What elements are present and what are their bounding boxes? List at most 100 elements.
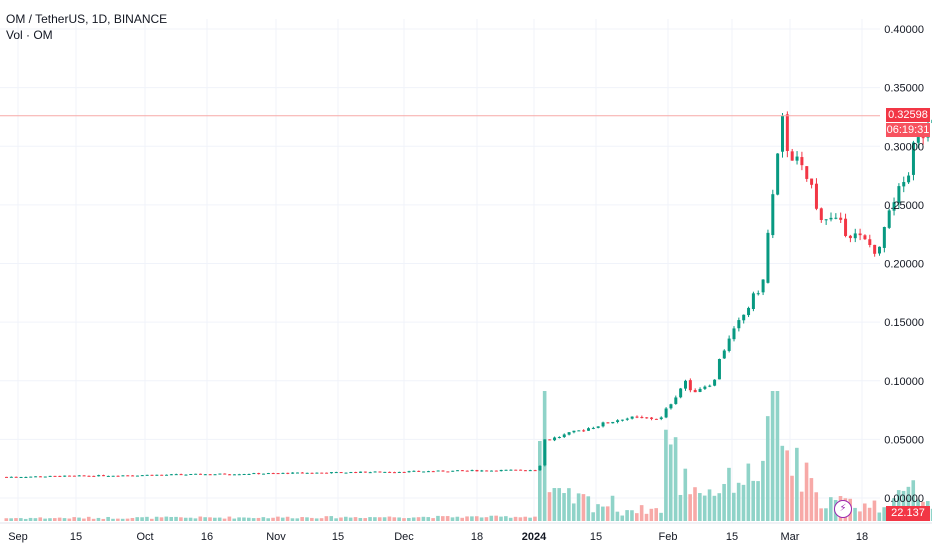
candle-body bbox=[717, 359, 721, 380]
candle-body bbox=[548, 439, 552, 441]
candle-body bbox=[742, 314, 746, 321]
volume-bar bbox=[591, 512, 595, 521]
volume-bar bbox=[460, 517, 464, 521]
symbol-legend[interactable]: OM / TetherUS, 1D, BINANCE bbox=[6, 12, 168, 26]
volume-bar bbox=[261, 517, 266, 521]
candle-body bbox=[591, 427, 595, 429]
candle-body bbox=[698, 388, 702, 392]
candle-body bbox=[557, 437, 561, 439]
volume-bar bbox=[348, 517, 353, 521]
candle-body bbox=[514, 469, 518, 471]
candle-body bbox=[868, 239, 872, 245]
candle-body bbox=[247, 473, 251, 475]
candle-body bbox=[213, 474, 217, 476]
volume-bar bbox=[377, 517, 382, 521]
volume-bar bbox=[353, 517, 358, 521]
volume-bar bbox=[203, 517, 207, 521]
candle-body bbox=[727, 338, 731, 351]
y-tick-label: 0.00000 bbox=[884, 493, 924, 505]
volume-bar bbox=[790, 475, 794, 521]
x-axis[interactable]: Sep 15 Oct 16 Nov 15 Dec 18 2024 15 Feb 15 Mar 18 bbox=[8, 531, 868, 543]
candle-body bbox=[87, 475, 91, 477]
y-tick-label: 0.40000 bbox=[884, 24, 924, 36]
lightning-bolt-icon[interactable]: ⚡ bbox=[834, 500, 852, 518]
volume-bar bbox=[756, 481, 760, 521]
candle-body bbox=[776, 153, 780, 195]
candle-body bbox=[751, 293, 755, 310]
candle-body bbox=[640, 417, 644, 419]
candle-body bbox=[53, 475, 57, 477]
volume-bar bbox=[557, 488, 561, 521]
y-axis[interactable]: 0.40000 0.35000 0.30000 0.25000 0.20000 0.150… bbox=[884, 24, 924, 505]
candle-body bbox=[538, 465, 542, 471]
volume-bar bbox=[533, 516, 537, 521]
x-tick-label: Dec bbox=[394, 531, 414, 543]
volume-bar bbox=[368, 517, 372, 521]
volume-bar bbox=[698, 493, 702, 521]
candle-body bbox=[795, 156, 799, 161]
candle-body bbox=[63, 475, 67, 477]
volume-bar bbox=[411, 517, 416, 521]
x-tick-label: 15 bbox=[70, 531, 82, 543]
volume-bar bbox=[344, 516, 348, 521]
volume-bar bbox=[319, 518, 324, 521]
volume-bar bbox=[334, 518, 338, 521]
candle-body bbox=[189, 473, 193, 475]
volume-bar bbox=[746, 463, 751, 521]
candle-body bbox=[14, 476, 18, 478]
y-tick-label: 0.30000 bbox=[884, 141, 924, 153]
candle-body bbox=[863, 235, 867, 240]
volume-bar bbox=[722, 483, 726, 521]
candle-body bbox=[218, 473, 222, 475]
volume-legend[interactable]: Vol · OM bbox=[6, 28, 53, 42]
candle-body bbox=[897, 186, 901, 204]
candle-body bbox=[393, 472, 396, 474]
volume-bar bbox=[43, 518, 47, 521]
candle-body bbox=[761, 279, 765, 293]
volume-bars bbox=[4, 391, 932, 521]
candle-body bbox=[257, 473, 261, 475]
candle-body bbox=[800, 157, 804, 166]
candle-body bbox=[659, 417, 663, 420]
candlesticks bbox=[5, 111, 932, 478]
volume-bar bbox=[441, 516, 445, 521]
last-price-label: 0.32598 bbox=[886, 108, 930, 122]
candle-body bbox=[19, 476, 23, 478]
candle-body bbox=[916, 137, 920, 143]
candle-body bbox=[92, 475, 96, 477]
volume-bar bbox=[678, 494, 683, 521]
candle-body bbox=[601, 422, 605, 427]
x-tick-label: 2024 bbox=[522, 531, 547, 543]
volume-bar bbox=[72, 517, 76, 521]
candle-body bbox=[771, 194, 775, 236]
volume-bar bbox=[150, 518, 154, 521]
candle-body bbox=[456, 470, 460, 472]
candle-body bbox=[475, 470, 479, 472]
candle-body bbox=[465, 470, 469, 472]
candle-body bbox=[281, 472, 285, 474]
candle-body bbox=[620, 419, 624, 421]
candle-body bbox=[388, 471, 392, 473]
candle-body bbox=[422, 471, 426, 473]
volume-bar bbox=[455, 516, 460, 521]
candle-body bbox=[616, 420, 620, 422]
volume-bar bbox=[324, 516, 329, 521]
volume-bar bbox=[217, 517, 222, 521]
volume-bar bbox=[717, 493, 722, 521]
volume-bar bbox=[339, 517, 343, 521]
candle-body bbox=[271, 473, 275, 475]
candle-body bbox=[747, 307, 751, 316]
volume-bar bbox=[125, 518, 130, 521]
volume-bar bbox=[106, 516, 110, 521]
volume-bar bbox=[654, 508, 658, 521]
candle-body bbox=[785, 114, 789, 151]
candle-body bbox=[708, 385, 712, 387]
volume-bar bbox=[615, 511, 620, 521]
candle-body bbox=[38, 476, 42, 478]
volume-bar bbox=[159, 517, 164, 521]
candle-body bbox=[373, 471, 377, 473]
candle-body bbox=[232, 474, 236, 476]
y-tick-label: 0.10000 bbox=[884, 376, 924, 388]
volume-bar bbox=[407, 517, 411, 521]
